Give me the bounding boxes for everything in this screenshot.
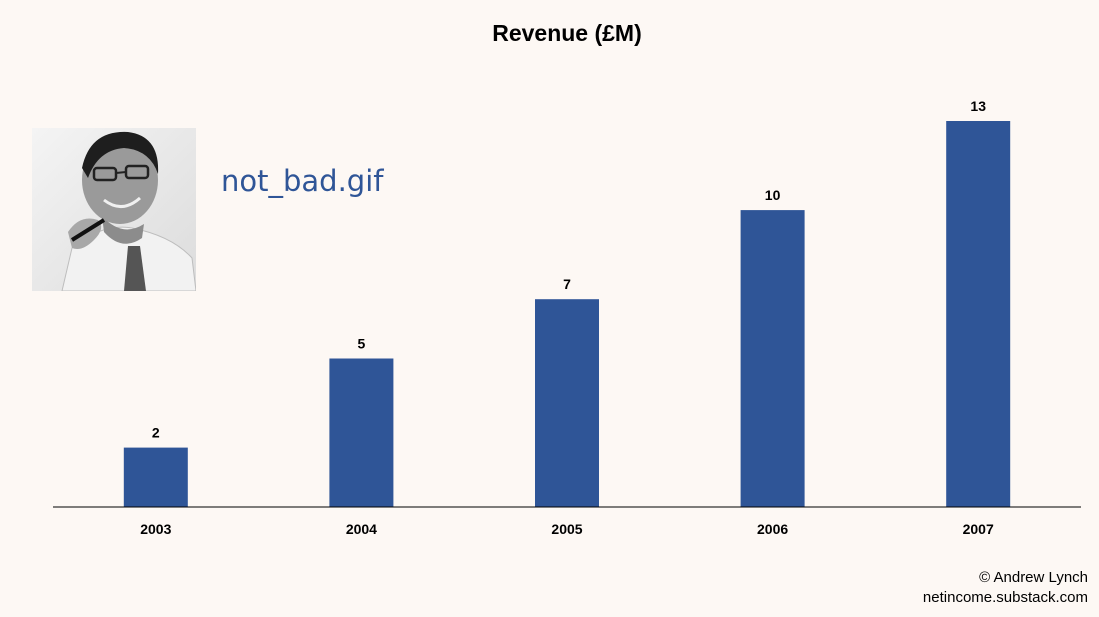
- data-label-2003: 2: [152, 425, 160, 441]
- credit-site: netincome.substack.com: [922, 589, 1088, 606]
- data-label-2005: 7: [563, 276, 571, 292]
- credit-block: © Andrew Lynch netincome.substack.com: [923, 568, 1088, 608]
- credit-author: © Andrew Lynch: [979, 569, 1088, 586]
- portrait-photo: [32, 128, 196, 291]
- bar-2007: [946, 121, 1011, 507]
- data-label-2006: 10: [765, 187, 781, 203]
- bar-2004: [329, 358, 394, 507]
- chart-title: Revenue (£M): [492, 20, 642, 46]
- data-label-2004: 5: [358, 336, 366, 352]
- data-label-2007: 13: [970, 98, 986, 114]
- x-tick-label-2006: 2006: [757, 521, 788, 537]
- bar-2005: [535, 299, 599, 507]
- data-label-group: 2 5 7 10 13: [152, 98, 986, 441]
- photo-caption: not_bad.gif: [221, 164, 384, 198]
- x-tick-label-2005: 2005: [551, 521, 582, 537]
- x-tick-label-2003: 2003: [140, 521, 171, 537]
- bar-2006: [740, 210, 805, 507]
- bar-group: [123, 121, 1011, 507]
- bar-2003: [123, 447, 188, 507]
- x-tick-label-2007: 2007: [963, 521, 994, 537]
- tick-label-group: 2003 2004 2005 2006 2007: [140, 521, 994, 537]
- x-tick-label-2004: 2004: [346, 521, 377, 537]
